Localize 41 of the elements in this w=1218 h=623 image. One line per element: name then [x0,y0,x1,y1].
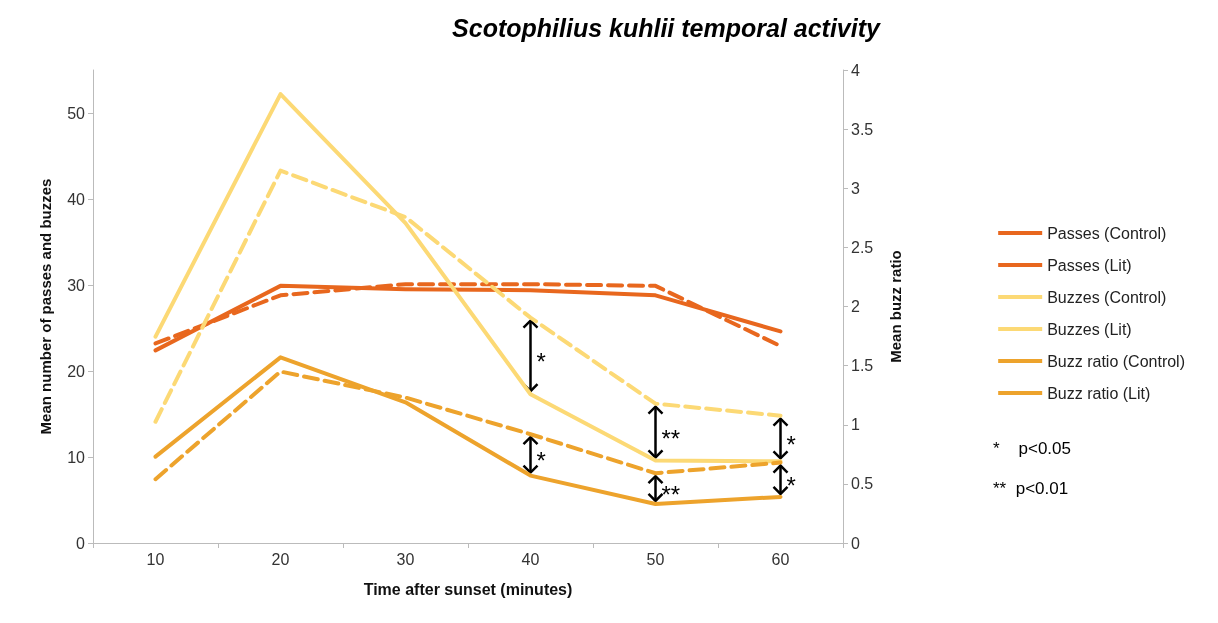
x-tick-label: 10 [146,550,165,568]
annotation: ** [661,481,681,509]
y-tick-label: 10 [67,448,86,466]
x-tick-label: 40 [521,550,540,568]
y2-tick-label: 1 [851,416,860,434]
legend-label: Buzz ratio (Lit) [1047,384,1151,402]
x-tick-label: 30 [396,550,415,568]
y2-tick-label: 3 [851,179,860,197]
y-tick-label: 0 [76,534,86,552]
y-tick-label: 20 [67,362,86,380]
y2-tick-label: 2.5 [851,238,874,256]
annotation: * [536,348,546,376]
y-axis-title: Mean number of passes and buzzes [37,178,54,435]
legend-label: Passes (Lit) [1047,256,1132,274]
text: ** p<0.01 [993,479,1069,498]
y2-tick-label: 3.5 [851,120,874,138]
annotation: * [786,431,796,459]
annotation: * [786,472,796,500]
y2-tick-label: 2 [851,298,860,315]
x-tick-label: 60 [771,550,790,568]
legend-label: Buzz ratio (Control) [1047,352,1186,370]
x-tick-label: 20 [271,550,290,568]
legend-label: Passes (Control) [1047,224,1167,242]
y-tick-label: 50 [67,104,86,122]
x-tick-label: 50 [646,550,665,568]
y-tick-label: 40 [67,190,86,208]
line-series [153,92,783,464]
text: * p<0.05 [993,439,1071,458]
chart-title: Scotophilius kuhlii temporal activity [452,13,882,42]
y2-tick-label: 0 [851,534,860,552]
annotation: ** [661,424,681,452]
y-tick-label: 30 [67,276,86,294]
y2-tick-label: 4 [851,61,860,79]
line-series [153,355,783,506]
y2-tick-label: 0.5 [851,475,874,493]
annotation: * [536,447,546,475]
x-axis-title: Time after sunset (minutes) [363,580,573,598]
legend-label: Buzzes (Lit) [1047,320,1132,338]
y2-axis-title: Mean buzz ratio [887,250,904,363]
y2-tick-label: 1.5 [851,357,874,375]
legend-label: Buzzes (Control) [1047,288,1167,306]
